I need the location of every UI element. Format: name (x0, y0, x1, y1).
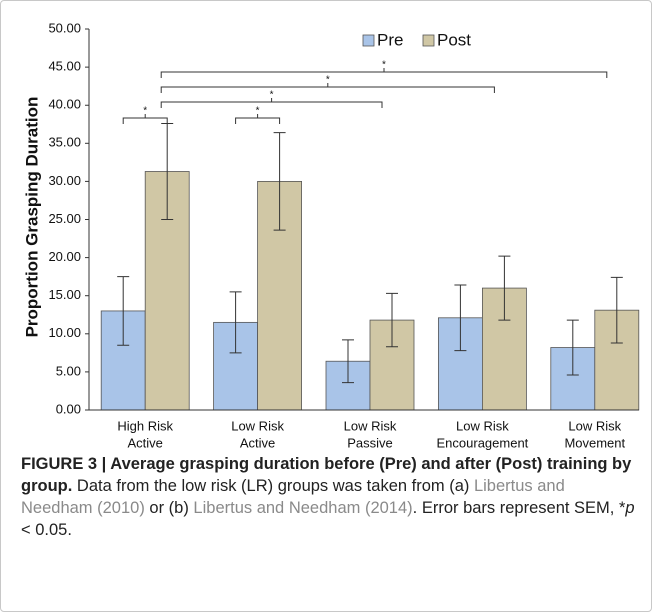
error-bar (342, 339, 354, 384)
legend-swatch (362, 34, 375, 47)
error-bar (566, 319, 579, 376)
significance-bracket (122, 114, 168, 124)
error-bar (386, 292, 398, 348)
x-tick-label: Movement (564, 435, 625, 450)
reference-link[interactable]: Libertus and Needham (2010) (21, 477, 565, 517)
error-bar (454, 284, 467, 352)
y-tick-label: 40.00 (48, 97, 81, 112)
x-tick-label: Low Risk (231, 418, 284, 433)
significance-bracket (160, 83, 495, 93)
significance-bracket (160, 68, 608, 78)
x-tick-label: Low Risk (344, 418, 397, 433)
reference-link[interactable]: Libertus and Needham (2014) (193, 499, 413, 517)
error-bar (117, 276, 130, 346)
error-bar (229, 291, 242, 354)
significance-marker: * (382, 60, 386, 71)
legend-label: Pre (377, 30, 403, 49)
error-bar (273, 132, 286, 231)
legend-label: Post (437, 30, 471, 49)
y-tick-label: 50.00 (48, 20, 81, 35)
caption-text: . Error bars represent SEM, * (412, 499, 626, 517)
y-tick-label: 10.00 (48, 325, 81, 340)
y-tick-label: 45.00 (48, 59, 81, 74)
x-tick-label: Active (127, 435, 162, 450)
significance-bracket (235, 114, 281, 124)
y-tick-label: 25.00 (48, 211, 81, 226)
y-tick-label: 20.00 (48, 249, 81, 264)
x-tick-label: High Risk (117, 418, 173, 433)
x-tick-label: Active (240, 435, 275, 450)
x-tick-label: Low Risk (456, 418, 509, 433)
significance-marker: * (270, 90, 274, 101)
legend-swatch (422, 34, 435, 47)
y-tick-label: 30.00 (48, 173, 81, 188)
x-tick-label: Low Risk (568, 418, 621, 433)
caption-title: FIGURE 3 | Average grasping duration bef… (21, 455, 632, 495)
significance-marker: * (143, 106, 147, 117)
significance-bracket (160, 98, 383, 108)
y-tick-label: 5.00 (56, 363, 81, 378)
x-tick-label: Encouragement (437, 435, 529, 450)
x-tick-label: Passive (347, 435, 393, 450)
y-tick-label: 0.00 (56, 401, 81, 416)
y-tick-label: 15.00 (48, 287, 81, 302)
caption: FIGURE 3 | Average grasping duration bef… (21, 453, 636, 541)
error-bar (610, 276, 623, 344)
chart: Proportion Grasping Duration 0.00 5.00 10.… (22, 20, 640, 450)
caption-text: < 0.05. (21, 521, 72, 539)
significance-marker: * (256, 106, 260, 117)
caption-text: Data from the low risk (LR) groups was t… (76, 477, 474, 495)
significance-marker: * (326, 75, 330, 86)
caption-text: or (b) (144, 499, 194, 517)
y-tick-label: 35.00 (48, 135, 81, 150)
error-bar (498, 255, 511, 321)
y-axis-label: Proportion Grasping Duration (22, 97, 41, 338)
caption-text: p (625, 499, 635, 517)
